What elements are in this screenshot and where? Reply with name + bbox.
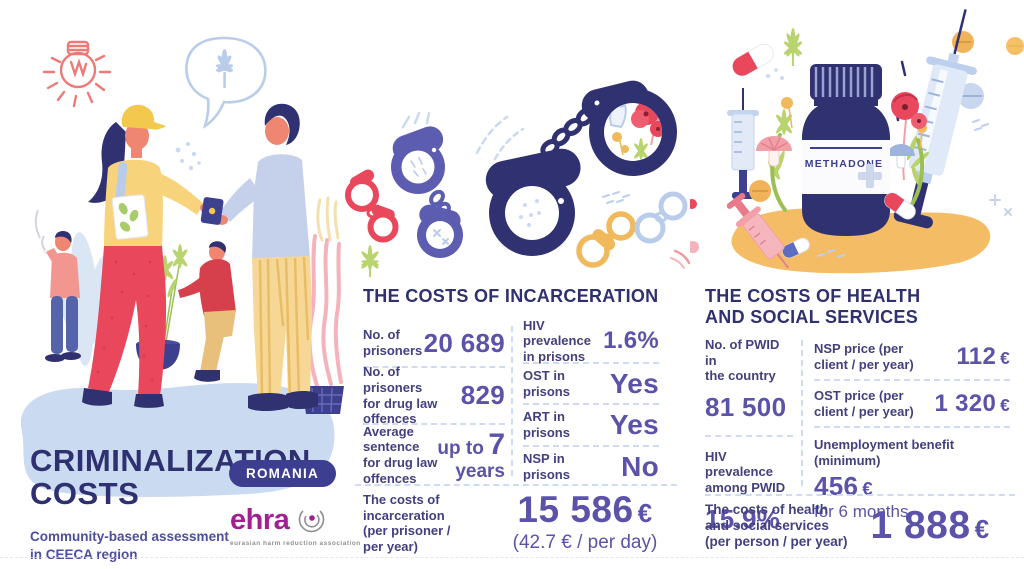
health-total-label-wrap: The costs of health and social services … — [705, 502, 848, 550]
incarceration-total-label-wrap: The costs of incarceration (per prisoner… — [363, 492, 451, 554]
purple-handcuffs-icon — [391, 126, 463, 258]
spark-doodle — [401, 111, 525, 161]
health-total-divider — [705, 494, 1015, 496]
dots-doodle — [175, 142, 201, 171]
yellow-handcuffs-icon — [576, 211, 636, 268]
woman-figure — [82, 104, 212, 408]
capsule-icon-blue — [782, 237, 810, 259]
wallet-icon — [200, 197, 224, 225]
incarceration-total-value: 15 586 € (42.7 € / per day) — [495, 489, 675, 554]
drug-packet-icon — [111, 194, 149, 240]
speckles-doodle — [602, 191, 630, 204]
stat-row-drug-prisoners: No. of prisoners for drug law offences 8… — [363, 364, 505, 427]
wheat-plant — [316, 196, 340, 242]
flower-handcuff-icon — [581, 80, 677, 176]
stat-row-nsp: NSP in prisons No — [523, 451, 659, 482]
methadone-label: METHADONE — [805, 158, 883, 170]
bottom-divider — [0, 557, 1024, 558]
sparkle-doodle — [989, 194, 1012, 216]
ehra-logo: ehra eurasian harm reduction association — [230, 503, 361, 547]
pink-arc-doodle — [670, 249, 690, 269]
man-figure — [200, 103, 318, 411]
tablet-icon — [958, 83, 984, 109]
health-stats-right: NSP price (per client / per year) 112 € O… — [814, 335, 1010, 522]
navy-handcuff-icon — [485, 107, 595, 256]
ehra-logo-mark-icon — [299, 510, 325, 533]
cross-icon — [858, 164, 882, 188]
capsule-icon — [884, 192, 916, 220]
blue-handcuffs-icon — [634, 191, 688, 244]
pink-syringe-icon — [726, 193, 790, 269]
speech-bubble-cannabis-icon — [185, 36, 267, 129]
incarceration-stats-left: No. of prisoners 20 689 No. of prisoners… — [363, 320, 505, 486]
dots-doodle — [766, 68, 784, 80]
speckles-doodle — [817, 249, 845, 258]
incarceration-total-divider — [355, 484, 677, 486]
stat-row-nsp-price: NSP price (per client / per year) 112 € — [814, 335, 1010, 381]
benefit-duration: for 6 months — [814, 502, 909, 522]
yellow-pill-icon — [1006, 37, 1024, 55]
methadone-illustration: METHADONE — [690, 9, 1024, 274]
ehra-logo-tagline: eurasian harm reduction association — [230, 540, 361, 547]
light-bulb-icon — [42, 40, 112, 108]
incarceration-title: THE COSTS OF INCARCERATION — [363, 286, 659, 306]
ehra-logo-text: ehra — [230, 503, 290, 536]
methadone-bottle: METHADONE — [802, 64, 890, 236]
big-syringe-icon — [893, 9, 977, 229]
stat-row-sentence: Average sentence for drug law offences u… — [363, 423, 505, 486]
page-title-line2: COSTS — [30, 475, 140, 511]
cannabis-leaf-icon — [361, 245, 379, 277]
stat-row-ost-price: OST price (per client / per year) 1 320 € — [814, 381, 1010, 428]
cap-icon — [121, 104, 166, 130]
speckles-doodle — [972, 119, 989, 131]
street-deal-illustration — [20, 36, 344, 497]
pink-mushroom-icon — [756, 136, 792, 167]
handcuffs-illustration — [345, 80, 690, 277]
country-badge: ROMANIA — [229, 460, 336, 487]
sitting-figure — [178, 241, 236, 382]
stat-row-art: ART in prisons Yes — [523, 405, 659, 447]
capsule-icon — [732, 43, 774, 77]
stat-row-prisoners: No. of prisoners 20 689 — [363, 320, 505, 368]
red-handcuffs-icon — [345, 169, 399, 243]
stat-row-hiv: HIV prevalence in prisons 1.6% — [523, 317, 659, 364]
poppy-flowers — [891, 92, 927, 181]
footer-note: Community-based assessment in CEECA regi… — [30, 528, 229, 562]
pink-dot — [690, 241, 699, 253]
blue-mushroom-icon — [887, 144, 915, 169]
health-stats-left: No. of PWID in the country 81 500 HIV pr… — [705, 337, 793, 535]
stat-row-ost: OST in prisons Yes — [523, 364, 659, 405]
health-total-value: 1 888 € — [870, 504, 990, 547]
cannabis-leaf-icon — [783, 28, 803, 66]
smoker-figure — [34, 209, 81, 362]
per-day-value: (42.7 € / per day) — [512, 532, 658, 553]
stat-pwid: No. of PWID in the country 81 500 — [705, 337, 787, 422]
stat-hiv-pwid: HIV prevalence among PWID 15.9% — [705, 448, 786, 534]
small-syringe-icon — [727, 88, 759, 199]
incarceration-column-divider — [511, 326, 513, 476]
health-title: THE COSTS OF HEALTH AND SOCIAL SERVICES — [705, 286, 921, 327]
sentence-value: up to 7 years — [437, 427, 505, 482]
incarceration-stats-right: HIV prevalence in prisons 1.6% OST in pr… — [523, 317, 659, 487]
stat-row-unemployment: Unemployment benefit (minimum) 456 € for … — [814, 428, 1010, 522]
health-column-divider — [801, 340, 803, 486]
red-dot — [690, 199, 697, 209]
orange-pill-icon — [749, 180, 771, 202]
